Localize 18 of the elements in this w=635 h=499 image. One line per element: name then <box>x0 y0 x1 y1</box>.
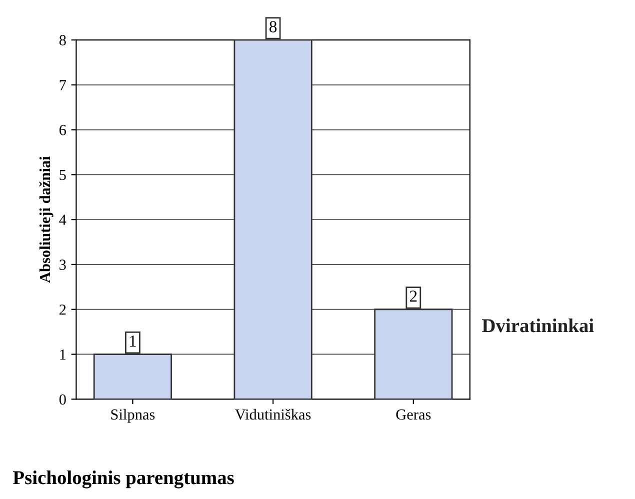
y-tick-label: 5 <box>60 170 66 180</box>
data-label: 8 <box>270 21 277 32</box>
y-tick-label: 6 <box>59 124 66 136</box>
series-label: Dviratininkai <box>482 318 594 332</box>
data-label: 2 <box>410 290 417 302</box>
y-tick-label: 0 <box>59 394 66 405</box>
y-tick-label: 8 <box>59 35 66 46</box>
x-tick-label: Silpnas <box>111 408 155 423</box>
x-tick-label: Geras <box>396 409 431 420</box>
x-axis-title: Psichologinis parengtumas <box>13 470 234 488</box>
y-tick-label: 3 <box>60 260 66 270</box>
y-tick-label: 2 <box>60 304 66 315</box>
y-tick-label: 4 <box>59 214 66 225</box>
y-tick-label: 7 <box>60 80 66 90</box>
x-tick-label: Vidutiniškas <box>235 408 311 420</box>
y-tick-label: 1 <box>60 350 66 360</box>
data-label: 1 <box>130 336 136 347</box>
y-axis-title: Absoliutieji dažniai <box>39 156 54 283</box>
